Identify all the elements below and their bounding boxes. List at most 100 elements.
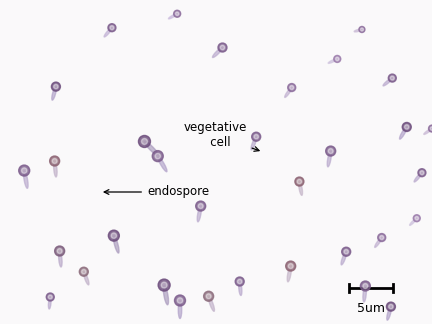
Ellipse shape xyxy=(354,29,362,32)
Ellipse shape xyxy=(144,141,159,156)
Ellipse shape xyxy=(251,137,257,150)
Circle shape xyxy=(158,279,170,291)
Circle shape xyxy=(360,281,370,291)
Ellipse shape xyxy=(208,296,215,311)
Circle shape xyxy=(175,295,185,306)
Ellipse shape xyxy=(213,47,222,58)
Circle shape xyxy=(336,57,339,61)
Circle shape xyxy=(290,86,294,89)
Circle shape xyxy=(141,138,147,145)
Ellipse shape xyxy=(383,78,392,86)
Ellipse shape xyxy=(375,237,382,248)
Circle shape xyxy=(235,277,244,286)
Circle shape xyxy=(286,261,295,271)
Circle shape xyxy=(22,168,27,173)
Ellipse shape xyxy=(387,307,391,320)
Ellipse shape xyxy=(158,156,167,172)
Circle shape xyxy=(390,76,394,80)
Circle shape xyxy=(196,201,206,211)
Circle shape xyxy=(50,156,60,166)
Circle shape xyxy=(48,295,52,299)
Circle shape xyxy=(363,284,368,288)
Circle shape xyxy=(152,151,163,162)
Circle shape xyxy=(19,165,30,176)
Circle shape xyxy=(110,26,114,30)
Circle shape xyxy=(46,293,54,301)
Text: endospore: endospore xyxy=(104,186,209,199)
Circle shape xyxy=(203,291,214,301)
Ellipse shape xyxy=(83,272,89,285)
Circle shape xyxy=(254,134,258,139)
Circle shape xyxy=(388,74,396,82)
Ellipse shape xyxy=(48,297,51,309)
Circle shape xyxy=(288,263,293,269)
Circle shape xyxy=(386,302,395,311)
Circle shape xyxy=(238,279,242,284)
Ellipse shape xyxy=(23,170,28,188)
Ellipse shape xyxy=(287,266,292,282)
Circle shape xyxy=(342,247,351,256)
Circle shape xyxy=(297,179,302,184)
Circle shape xyxy=(418,169,426,177)
Circle shape xyxy=(420,171,424,175)
Ellipse shape xyxy=(341,252,346,265)
Circle shape xyxy=(295,177,304,186)
Circle shape xyxy=(334,55,341,63)
Circle shape xyxy=(139,135,150,147)
Ellipse shape xyxy=(363,286,366,302)
Ellipse shape xyxy=(104,28,112,37)
Circle shape xyxy=(344,249,349,254)
Circle shape xyxy=(108,24,116,32)
Circle shape xyxy=(380,236,384,239)
Circle shape xyxy=(218,43,227,52)
Circle shape xyxy=(51,82,60,91)
Circle shape xyxy=(252,132,260,141)
Circle shape xyxy=(161,282,167,288)
Ellipse shape xyxy=(168,14,177,19)
Circle shape xyxy=(82,270,86,274)
Circle shape xyxy=(389,304,393,309)
Circle shape xyxy=(108,230,119,241)
Circle shape xyxy=(288,84,296,92)
Ellipse shape xyxy=(410,218,417,226)
Ellipse shape xyxy=(424,128,432,134)
Circle shape xyxy=(378,234,386,242)
Ellipse shape xyxy=(239,282,242,295)
Circle shape xyxy=(402,122,411,132)
Ellipse shape xyxy=(59,251,62,267)
Circle shape xyxy=(206,294,211,299)
Ellipse shape xyxy=(52,87,57,100)
Circle shape xyxy=(220,45,225,50)
Circle shape xyxy=(79,267,88,276)
Circle shape xyxy=(174,10,181,17)
Circle shape xyxy=(404,125,409,129)
Circle shape xyxy=(326,146,336,156)
Ellipse shape xyxy=(414,173,422,182)
Circle shape xyxy=(429,125,432,132)
Ellipse shape xyxy=(113,236,119,253)
Ellipse shape xyxy=(327,151,331,167)
Ellipse shape xyxy=(400,127,407,139)
Circle shape xyxy=(198,203,203,209)
Circle shape xyxy=(430,127,432,130)
Circle shape xyxy=(413,215,420,222)
Ellipse shape xyxy=(197,206,201,222)
Text: 5um: 5um xyxy=(357,302,385,315)
Circle shape xyxy=(54,84,58,89)
Circle shape xyxy=(360,28,363,31)
Circle shape xyxy=(415,216,419,220)
Ellipse shape xyxy=(178,300,182,318)
Ellipse shape xyxy=(54,161,57,177)
Ellipse shape xyxy=(328,59,337,64)
Circle shape xyxy=(177,298,183,303)
Ellipse shape xyxy=(163,285,168,305)
Circle shape xyxy=(359,27,365,32)
Ellipse shape xyxy=(299,181,302,195)
Circle shape xyxy=(155,153,161,159)
Circle shape xyxy=(328,149,333,154)
Ellipse shape xyxy=(285,87,292,98)
Text: vegetative
   cell: vegetative cell xyxy=(183,121,259,151)
Circle shape xyxy=(175,12,179,16)
Circle shape xyxy=(111,233,117,238)
Circle shape xyxy=(55,246,65,256)
